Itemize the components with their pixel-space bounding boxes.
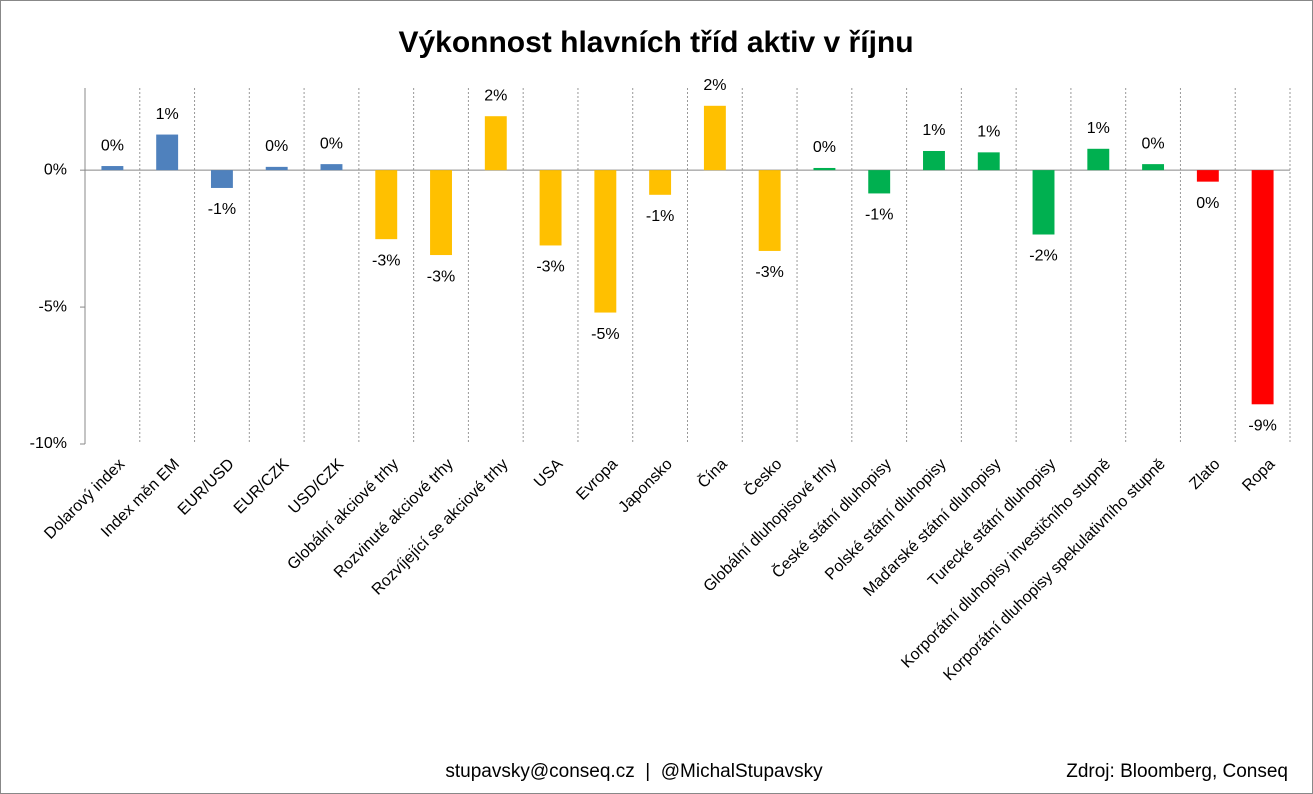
data-label: 0% [813,139,836,156]
bar [1087,148,1110,171]
data-label: -1% [646,208,674,225]
y-tick-label: -10% [30,435,67,452]
bar [868,170,891,194]
data-label: -3% [755,264,783,281]
y-tick-label: -5% [39,298,67,315]
data-label: -9% [1248,418,1276,435]
data-label: 0% [265,138,288,155]
bar [156,134,179,171]
bar [1142,164,1165,171]
data-label: 1% [156,106,179,123]
data-label: 1% [977,124,1000,141]
bar [1032,170,1055,235]
bar [210,170,233,188]
bar [813,167,836,171]
bar [430,170,452,256]
bar [1251,170,1274,405]
bar [923,150,945,171]
bar [375,170,398,240]
bar [1196,170,1219,182]
data-label: -5% [591,326,619,343]
bar [539,170,562,246]
y-tick-label: 0% [44,161,67,178]
data-label: 0% [320,135,343,152]
bar [649,170,672,195]
data-label: -2% [1029,248,1057,265]
data-label: 1% [1087,120,1110,137]
data-label: 1% [922,122,945,139]
data-label: 0% [1196,195,1219,212]
data-label: 2% [703,77,726,94]
bar [484,116,507,171]
data-label: -3% [427,268,455,285]
data-label: -3% [372,252,400,269]
data-label: -1% [208,201,236,218]
data-label: -3% [536,259,564,276]
bar [320,164,343,171]
footer: stupavsky@conseq.cz | @MichalStupavsky [445,761,823,782]
bar [703,105,726,171]
data-label: -1% [865,207,893,224]
data-label: 0% [1142,135,1165,152]
source: Zdroj: Bloomberg, Conseq [1066,761,1288,782]
bar [265,166,288,171]
bar [101,166,124,171]
bar [977,152,1000,171]
chart-title: Výkonnost hlavních tříd aktiv v říjnu [398,26,913,59]
bar [758,170,781,251]
bar [594,170,617,313]
data-label: 0% [101,137,124,154]
data-label: 2% [484,87,507,104]
